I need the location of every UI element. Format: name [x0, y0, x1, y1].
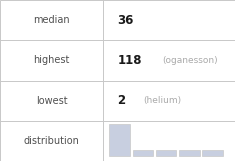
Text: lowest: lowest: [36, 96, 67, 106]
Bar: [109, 124, 130, 156]
Text: distribution: distribution: [24, 136, 80, 146]
Bar: [156, 150, 176, 156]
Bar: [179, 150, 200, 156]
Bar: [133, 150, 153, 156]
Text: median: median: [33, 15, 70, 25]
Text: 36: 36: [118, 14, 134, 27]
Text: 2: 2: [118, 94, 126, 107]
Bar: [202, 150, 223, 156]
Text: highest: highest: [34, 55, 70, 65]
Text: (oganesson): (oganesson): [162, 56, 218, 65]
Text: 118: 118: [118, 54, 142, 67]
Text: (helium): (helium): [143, 96, 181, 105]
